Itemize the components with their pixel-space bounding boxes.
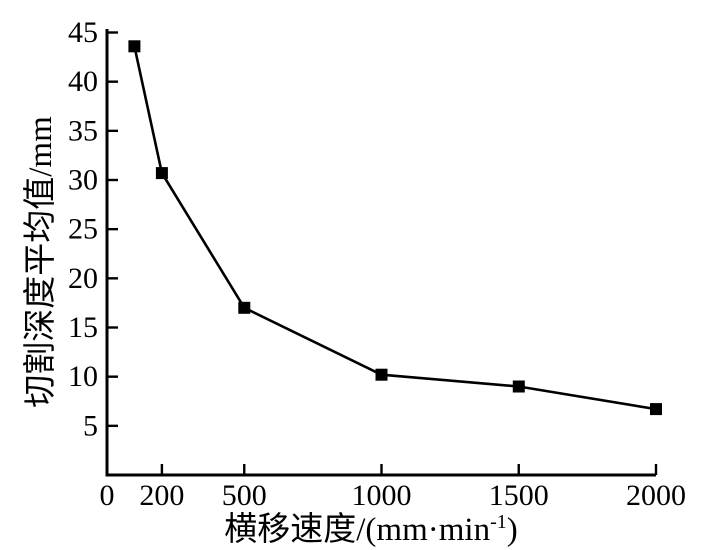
data-point-marker bbox=[155, 167, 168, 180]
y-axis-title: 切割深度平均值/mm bbox=[22, 116, 59, 408]
y-tick-label: 45 bbox=[68, 16, 98, 49]
data-point-marker bbox=[512, 380, 525, 393]
x-tick-label: 2000 bbox=[626, 479, 686, 512]
x-tick-label: 500 bbox=[222, 479, 267, 512]
x-axis-title-suffix: ) bbox=[507, 512, 518, 548]
x-axis-title-prefix: 横移速度/(mm·min bbox=[224, 511, 490, 548]
axes-layer: 5 10 15 20 25 30 35 40 45 0 200 500 1000 1500 2000 bbox=[68, 16, 686, 512]
data-point-marker bbox=[238, 301, 251, 314]
y-tick-label: 35 bbox=[68, 114, 98, 147]
y-tick-label: 30 bbox=[68, 164, 98, 197]
data-point-marker bbox=[128, 40, 141, 53]
data-line bbox=[133, 46, 657, 411]
x-axis-title-superscript: -1 bbox=[490, 511, 507, 533]
y-tick-label: 5 bbox=[83, 409, 98, 442]
x-tick-label: 1000 bbox=[352, 479, 412, 512]
x-axis-title: 横移速度/(mm·min-1) bbox=[224, 511, 518, 548]
y-tick-label: 15 bbox=[68, 311, 98, 344]
x-tick-label: 1500 bbox=[489, 479, 549, 512]
x-tick-label: 0 bbox=[100, 479, 115, 512]
x-tick-label: 200 bbox=[139, 479, 184, 512]
data-point-marker bbox=[650, 403, 662, 416]
y-tick-label: 10 bbox=[68, 360, 98, 393]
y-tick-label: 25 bbox=[68, 213, 98, 246]
y-tick-label: 20 bbox=[68, 262, 98, 295]
series-layer bbox=[128, 40, 662, 416]
data-point-marker bbox=[375, 368, 388, 381]
y-tick-label: 40 bbox=[68, 65, 98, 98]
